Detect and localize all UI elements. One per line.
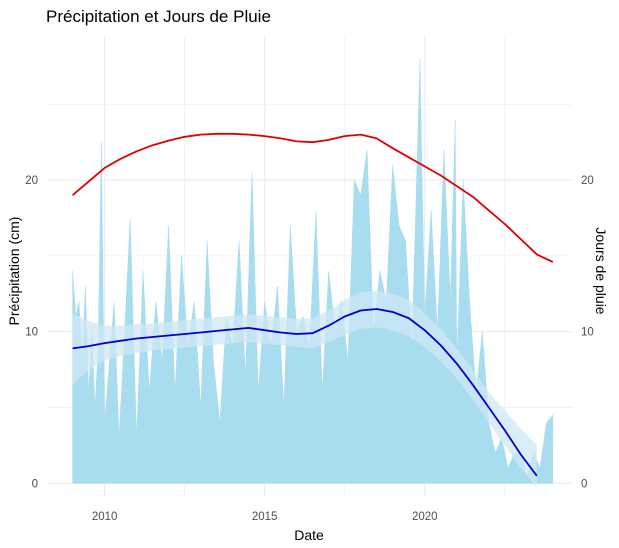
tick-labels: 2010 2015 2020 0 10 20 0 10 20 bbox=[25, 175, 594, 523]
chart-title: Précipitation et Jours de Pluie bbox=[46, 7, 271, 26]
x-axis-label: Date bbox=[294, 527, 324, 543]
x-tick-label: 2010 bbox=[92, 511, 118, 523]
precipitation-area bbox=[72, 58, 554, 484]
y2-tick-label: 0 bbox=[581, 478, 587, 490]
y2-tick-label: 10 bbox=[581, 327, 594, 339]
rain-days-trend-line bbox=[72, 132, 554, 263]
precipitation-area-layer bbox=[72, 58, 554, 484]
precipitation-trend-confidence-band bbox=[72, 290, 537, 488]
y-tick-label: 20 bbox=[25, 175, 38, 187]
y-tick-label: 0 bbox=[32, 478, 38, 490]
y2-tick-label: 20 bbox=[581, 175, 594, 187]
trend-lines-layer bbox=[72, 132, 554, 477]
x-tick-label: 2020 bbox=[412, 511, 438, 523]
y2-axis-label: Jours de pluie bbox=[593, 227, 609, 314]
confidence-band-layer bbox=[72, 290, 537, 488]
y-axis-label: Précipitation (cm) bbox=[6, 217, 22, 326]
x-tick-label: 2015 bbox=[252, 511, 278, 523]
precipitation-trend-line bbox=[72, 308, 538, 477]
y-tick-label: 10 bbox=[25, 327, 38, 339]
